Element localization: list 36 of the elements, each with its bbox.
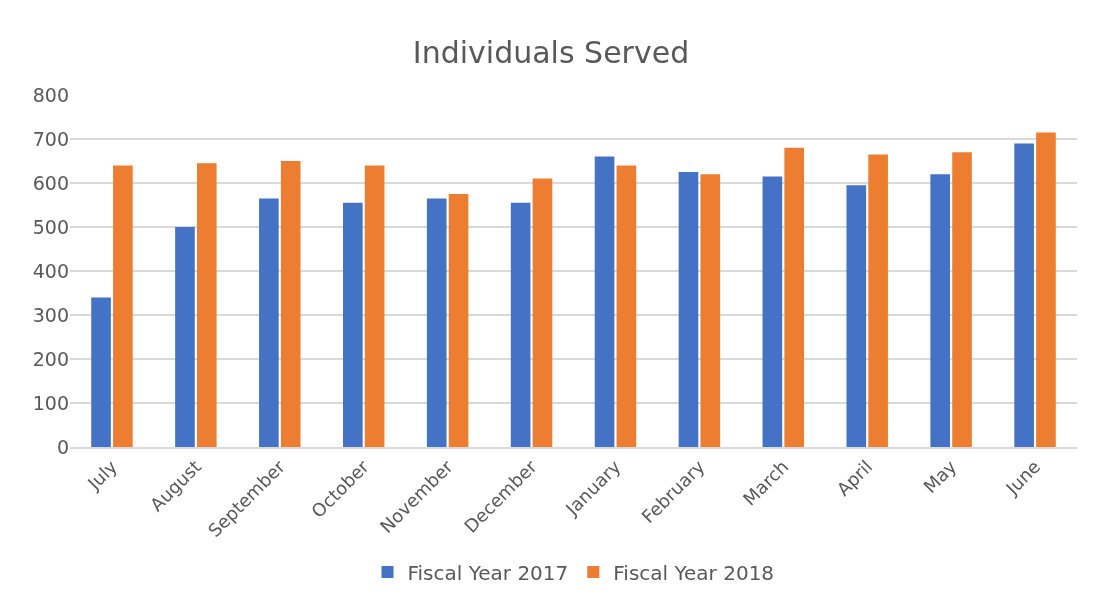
y-tick-label: 800 [32,83,69,106]
y-tick-label: 500 [32,215,69,238]
bar [930,174,951,447]
bar [280,161,301,447]
bar [784,147,805,447]
bar [594,156,615,447]
legend-label: Fiscal Year 2017 [407,560,569,585]
bar [175,227,195,447]
y-tick-label: 700 [32,127,69,150]
bar [700,174,721,447]
y-tick-label: 400 [32,259,69,282]
y-tick-label: 600 [32,171,69,194]
bar [259,198,279,447]
bar [846,185,867,447]
bar [678,172,699,447]
bar [448,194,469,447]
y-tick-label: 200 [32,347,69,370]
y-tick-label: 0 [56,435,69,458]
bar [342,202,363,447]
bar [952,152,972,447]
bar [762,176,783,447]
bar [616,165,637,447]
bar [510,202,531,447]
bar [868,154,888,447]
bar [426,198,447,447]
bar [1036,132,1056,447]
y-tick-label: 300 [32,303,69,326]
legend-label: Fiscal Year 2018 [613,560,775,585]
bar [1014,143,1034,447]
y-tick-label: 100 [32,391,69,414]
bar [113,165,133,447]
bar [91,297,111,447]
bar [364,165,385,447]
bar [196,163,217,447]
bar [532,178,553,447]
chart-title: Individuals Served [412,35,690,71]
